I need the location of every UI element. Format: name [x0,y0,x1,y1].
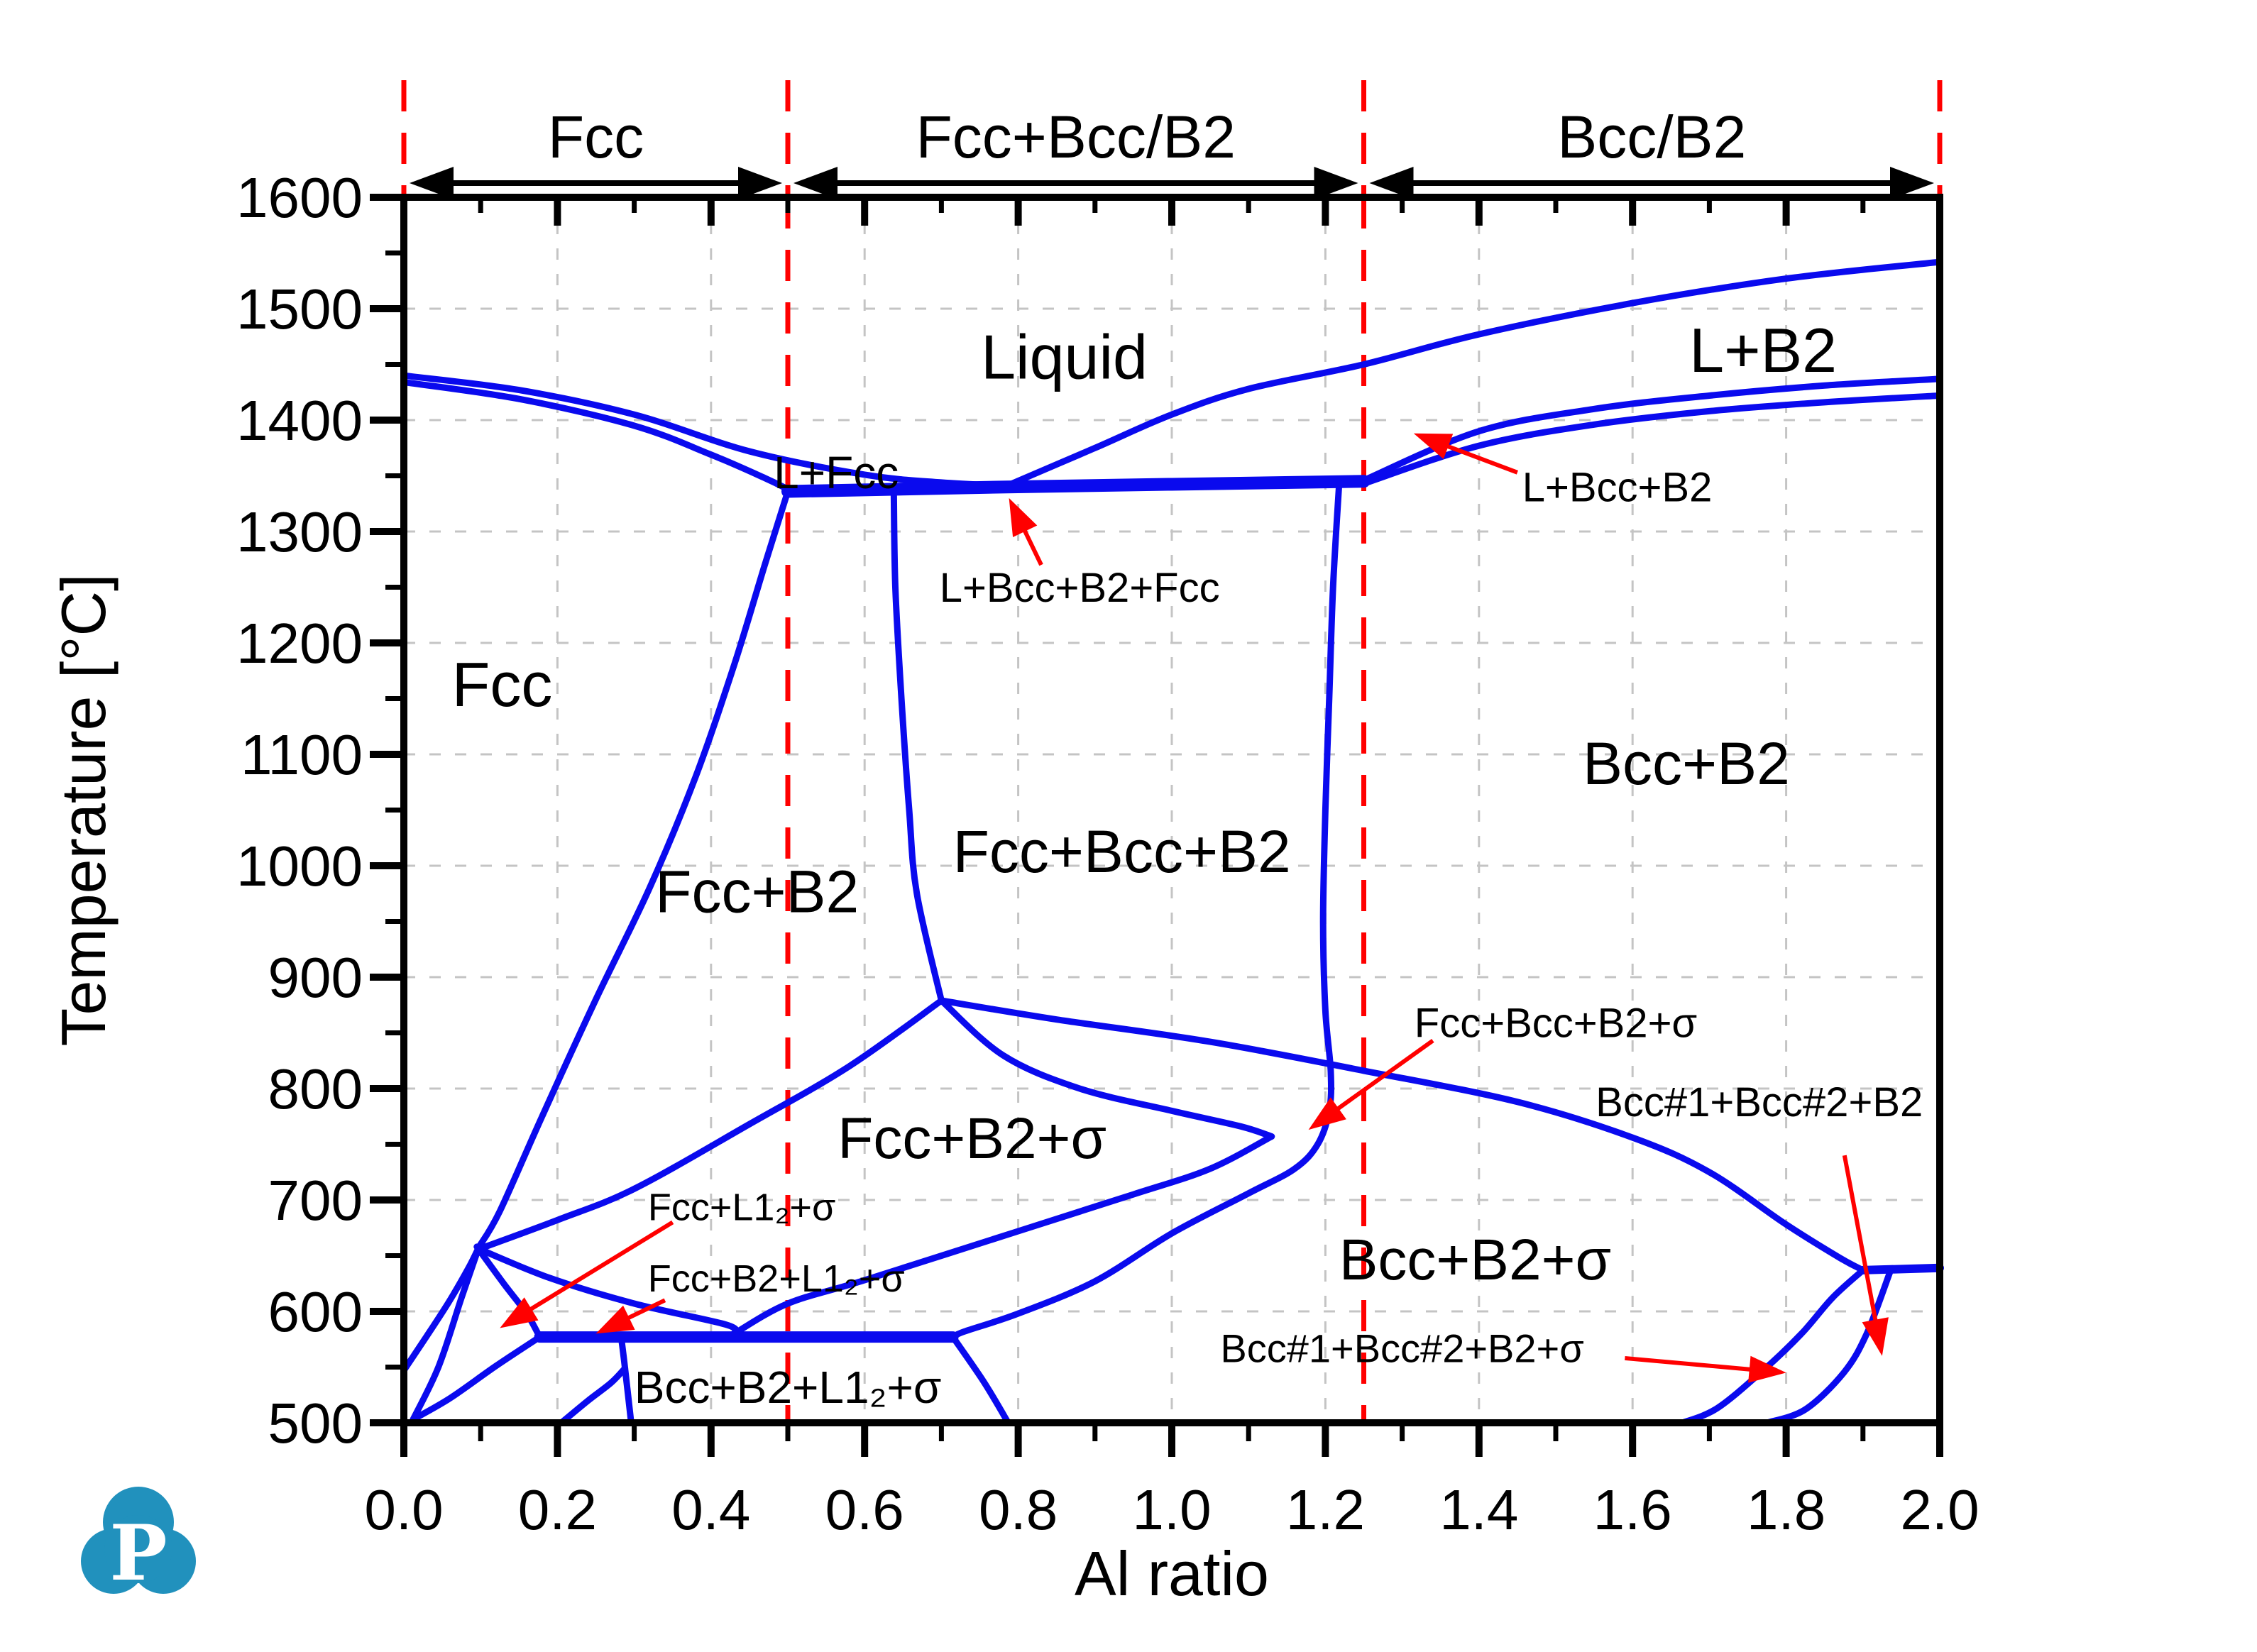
phase-curve-b2-solidus-upper [1361,375,1943,484]
left-arrowhead-icon [1369,167,1414,199]
annotation-arrow-line [526,1220,674,1314]
y-tick-label: 1300 [236,500,363,563]
y-tick-label: 500 [268,1392,363,1455]
annotation-label-l-bcc-b2: L+Bcc+B2 [1522,465,1713,511]
region-label-l-fcc: L+Fcc [774,447,899,498]
phase-boundaries [400,258,1944,1426]
phase-curve-miscibility-left [1679,1267,1867,1426]
phase-curve-sigma-lens-upper [938,997,1275,1140]
right-arrowhead-icon [738,167,782,199]
y-tick-label: 700 [268,1169,363,1232]
x-tick-label: 2.0 [1900,1478,1979,1541]
y-tick-label: 900 [268,946,363,1009]
x-tick-label: 0.2 [518,1478,597,1541]
region-label-fcc-b2-sigma: Fcc+B2+σ [838,1106,1106,1171]
phase-curve-fcc-b2-sigma-upper [476,997,945,1252]
top-region-label: Fcc [548,104,644,170]
annotation-label-fcc-l12-sigma: Fcc+L1₂+σ [648,1186,835,1228]
phase-curve-liq-right [1003,258,1943,490]
x-tick-label: 0.4 [671,1478,750,1541]
phase-curve-junction-down [950,1333,1011,1426]
annotation-arrow-line [1842,1155,1879,1325]
annotation-label-bcc1-bcc2-b2: Bcc#1+Bcc#2+B2 [1596,1079,1923,1125]
phase-curve-arc-02 [558,1365,629,1426]
watermark-logo: P [81,1487,196,1598]
annotation-label-fcc-bcc-b2-sigma: Fcc+Bcc+B2+σ [1415,1001,1697,1047]
phase-curve-wedge-left [473,1243,543,1340]
phase-curve-liq-left-upper [400,372,1010,490]
phase-curve-wedge-lower [476,1245,740,1337]
x-tick-label: 1.2 [1286,1478,1365,1541]
x-tick-label: 1.4 [1439,1478,1518,1541]
y-tick-label: 1600 [236,166,363,229]
phase-curve-eutectic-line [781,475,1371,498]
annotation-label-fcc-b2-l12-sigma: Fcc+B2+L1₂+σ [648,1257,905,1300]
left-arrowhead-icon [410,167,454,199]
y-tick-label: 1500 [236,277,363,341]
annotation-arrow-line [1625,1355,1754,1372]
phase-curve-sigma-solvus-sweep [938,997,1867,1274]
phase-curve-miscibility-horizontal [1858,1263,1944,1274]
logo-letter: P [109,1509,167,1598]
region-label-fcc: Fcc [452,649,553,720]
annotation-label-bcc1-bcc2-b2-sigma: Bcc#1+Bcc#2+B2+σ [1220,1326,1583,1370]
top-region-label: Bcc/B2 [1557,104,1746,170]
right-arrowhead-icon [1890,167,1934,199]
annotation-arrow-line [1443,443,1518,475]
phase-curve-fcc-solvus-lower [410,1243,483,1423]
annotation-arrow-line [624,1298,666,1322]
phase-curve-fcc-solvus [476,488,791,1250]
y-tick-label: 1000 [236,835,363,898]
y-tick-label: 1200 [236,612,363,675]
x-tick-label: 0.0 [364,1478,443,1541]
y-axis-title: Temperature [°C] [48,573,119,1046]
x-tick-label: 0.6 [825,1478,904,1541]
x-axis-title: Al ratio [1075,1538,1269,1609]
phase-curve-fcc-bcc-b2-left [890,488,945,1004]
y-tick-label: 800 [268,1057,363,1120]
annotation-arrowhead-icon [500,1297,539,1328]
annotation-arrowhead-icon [1413,433,1454,459]
region-label-bcc-b2-l12-sigma: Bcc+B2+L1₂+σ [635,1362,942,1413]
annotation-arrowhead-icon [1308,1097,1346,1130]
region-label-fcc-bcc-b2: Fcc+Bcc+B2 [953,818,1291,885]
phase-curve-left-axis-curve [400,1243,483,1374]
annotation-arrowhead-icon [1862,1317,1889,1356]
region-label-fcc-b2: Fcc+B2 [655,859,859,925]
x-tick-label: 0.8 [979,1478,1058,1541]
phase-curve-sigma-lens-lower [730,1133,1275,1337]
region-label-bcc-b2-sigma: Bcc+B2+σ [1339,1228,1611,1292]
region-label-liquid: Liquid [981,321,1148,392]
logo-trefoil-icon [81,1487,196,1594]
region-label-bcc-b2: Bcc+B2 [1583,730,1790,797]
y-tick-label: 600 [268,1280,363,1343]
red-guides [401,80,1943,1423]
phase-curve-corner-diagonal [410,1333,543,1423]
annotation-arrowhead-icon [1748,1355,1786,1383]
x-tick-label: 1.8 [1747,1478,1825,1541]
y-tick-label: 1100 [241,723,363,786]
phase-curve-miscibility-right [1764,1269,1894,1426]
x-tick-label: 1.6 [1593,1478,1672,1541]
annotation-arrow-line [1021,527,1043,566]
annotation-arrowhead-icon [1009,497,1038,537]
axes [370,194,1943,1457]
top-region-label: Fcc+Bcc/B2 [916,104,1236,170]
phase-curve-liq-left-lower [400,379,791,492]
right-arrowhead-icon [1314,167,1358,199]
annotation-arrowhead-icon [595,1305,635,1334]
region-label-l-b2: L+B2 [1689,315,1837,385]
x-tick-label: 1.0 [1132,1478,1211,1541]
y-tick-label: 1400 [236,389,363,452]
annotation-arrow-line [1334,1039,1434,1113]
annotation-label-l-bcc-b2-fcc: L+Bcc+B2+Fcc [940,565,1220,611]
left-arrowhead-icon [793,167,838,199]
